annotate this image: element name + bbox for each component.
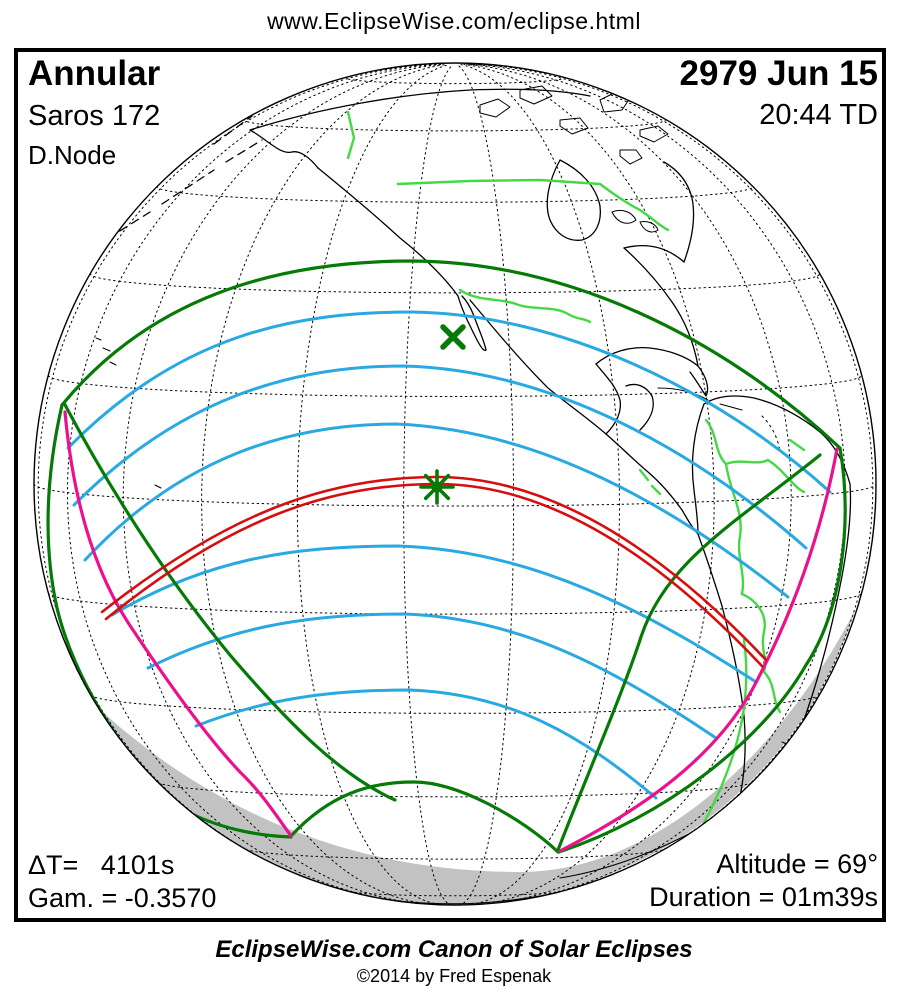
footer-copyright: ©2014 by Fred Espenak: [356, 966, 552, 986]
eclipse-type-label: Annular: [28, 54, 161, 93]
eclipse-date-label: 2979 Jun 15: [679, 54, 878, 93]
globe-outline: [33, 62, 877, 906]
dashed-lines: [95, 115, 263, 247]
subsolar-point-x-marker: [440, 324, 466, 350]
graticule-line: [460, 64, 620, 905]
graticule-grid: [34, 63, 876, 905]
graticule-line: [296, 64, 450, 905]
graticule-line: [466, 63, 792, 904]
graticule-line: [90, 273, 820, 294]
graticule-line: [90, 694, 820, 714]
graticule-line: [463, 63, 715, 905]
saros-label: Saros 172: [28, 100, 161, 132]
footer-title: EclipseWise.com Canon of Solar Eclipses: [215, 936, 693, 963]
altitude-label: Altitude = 69°: [716, 849, 878, 879]
eclipse-markers: [419, 324, 466, 505]
penumbral-limit-curves: [46, 259, 847, 854]
graticule-line: [403, 64, 454, 905]
node-label: D.Node: [28, 140, 117, 170]
map-frame: [14, 48, 886, 922]
graticule-line: [47, 375, 863, 397]
eclipse-time-label: 20:44 TD: [759, 99, 878, 131]
graticule-line: [456, 64, 515, 905]
night-region: [95, 610, 855, 905]
graticule-line: [47, 592, 863, 615]
sunrise-sunset-curves: [63, 410, 839, 853]
greatest-eclipse-center-dot: [431, 481, 443, 493]
gamma-label: Gam. = -0.3570: [28, 883, 217, 913]
graticule-line: [37, 63, 441, 876]
graticule-line: [469, 63, 874, 870]
greatest-eclipse-asterisk-marker: [419, 469, 455, 505]
graticule-line: [468, 63, 846, 902]
duration-label: Duration = 01m39s: [649, 882, 878, 912]
graticule-line: [122, 63, 444, 904]
graticule-line: [34, 483, 876, 507]
delta-t-label: ΔT= 4101s: [28, 850, 175, 880]
graticule-line: [201, 63, 447, 905]
page-url-title: www.EclipseWise.com/eclipse.html: [267, 8, 641, 34]
